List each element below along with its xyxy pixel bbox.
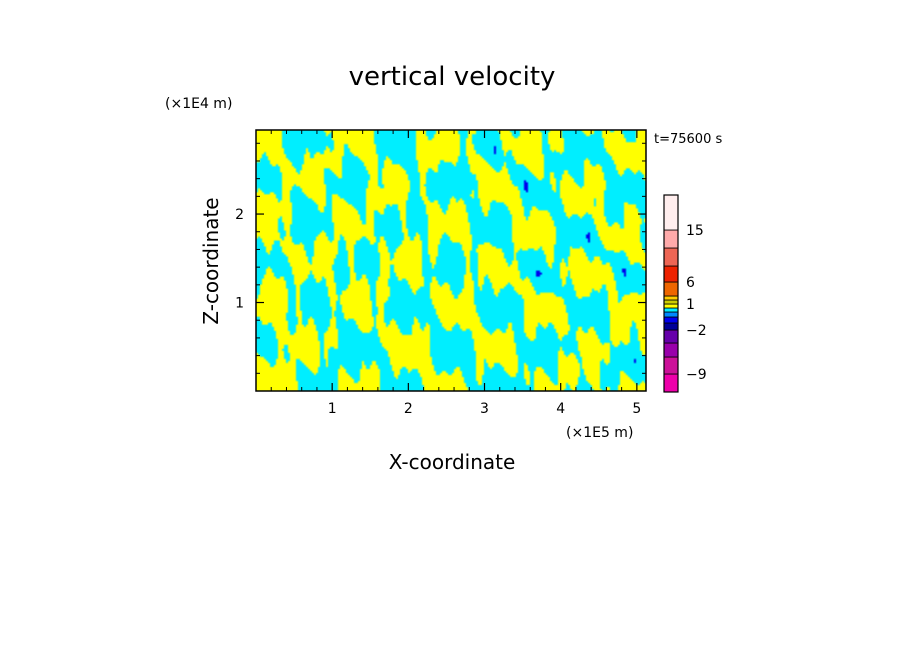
x-tick-label: 5	[632, 401, 641, 417]
colorbar-segment	[663, 303, 679, 309]
y-axis-unit: (×1E4 m)	[165, 96, 232, 112]
colorbar-segment	[663, 373, 679, 393]
x-axis-ticks: 1 2 3 4 5	[270, 130, 641, 417]
colorbar-segment	[663, 295, 679, 301]
y-tick-label: 2	[235, 207, 244, 223]
contour-field	[256, 130, 646, 391]
y-axis-ticks: 12	[235, 142, 646, 374]
colorbar-segment	[663, 356, 679, 375]
colorbar-label: 6	[686, 275, 695, 291]
colorbar-label: −2	[686, 323, 707, 339]
colorbar-segment	[663, 229, 679, 249]
colorbar-segment	[663, 281, 679, 297]
x-axis-unit: (×1E5 m)	[566, 425, 633, 441]
colorbar-segment	[663, 247, 679, 267]
x-axis-label: X-coordinate	[389, 450, 516, 474]
colorbar-segment	[663, 311, 679, 318]
colorbar-segment	[663, 322, 679, 331]
time-label: t=75600 s	[654, 132, 722, 147]
x-tick-label: 1	[328, 401, 337, 417]
colorbar-label: 15	[686, 223, 704, 239]
colorbar-segment	[663, 342, 679, 358]
colorbar-segment	[663, 194, 679, 231]
x-tick-label: 3	[480, 401, 489, 417]
contour-field-image	[256, 130, 646, 391]
colorbar-segment	[663, 265, 679, 283]
colorbar-segment	[663, 299, 679, 305]
colorbar-label: 1	[686, 297, 695, 313]
colorbar-segment	[663, 316, 679, 324]
x-tick-label: 2	[404, 401, 413, 417]
x-tick-label: 4	[556, 401, 565, 417]
y-tick-label: 1	[235, 296, 244, 312]
colorbar: −9 −2 1 6 15	[663, 194, 707, 393]
plot-frame	[255, 129, 647, 392]
chart-title: vertical velocity	[349, 62, 556, 92]
colorbar-label: −9	[686, 367, 707, 383]
colorbar-segment	[663, 307, 679, 313]
y-axis-label: Z-coordinate	[199, 197, 223, 324]
colorbar-frame	[663, 194, 679, 393]
colorbar-segment	[663, 329, 679, 344]
